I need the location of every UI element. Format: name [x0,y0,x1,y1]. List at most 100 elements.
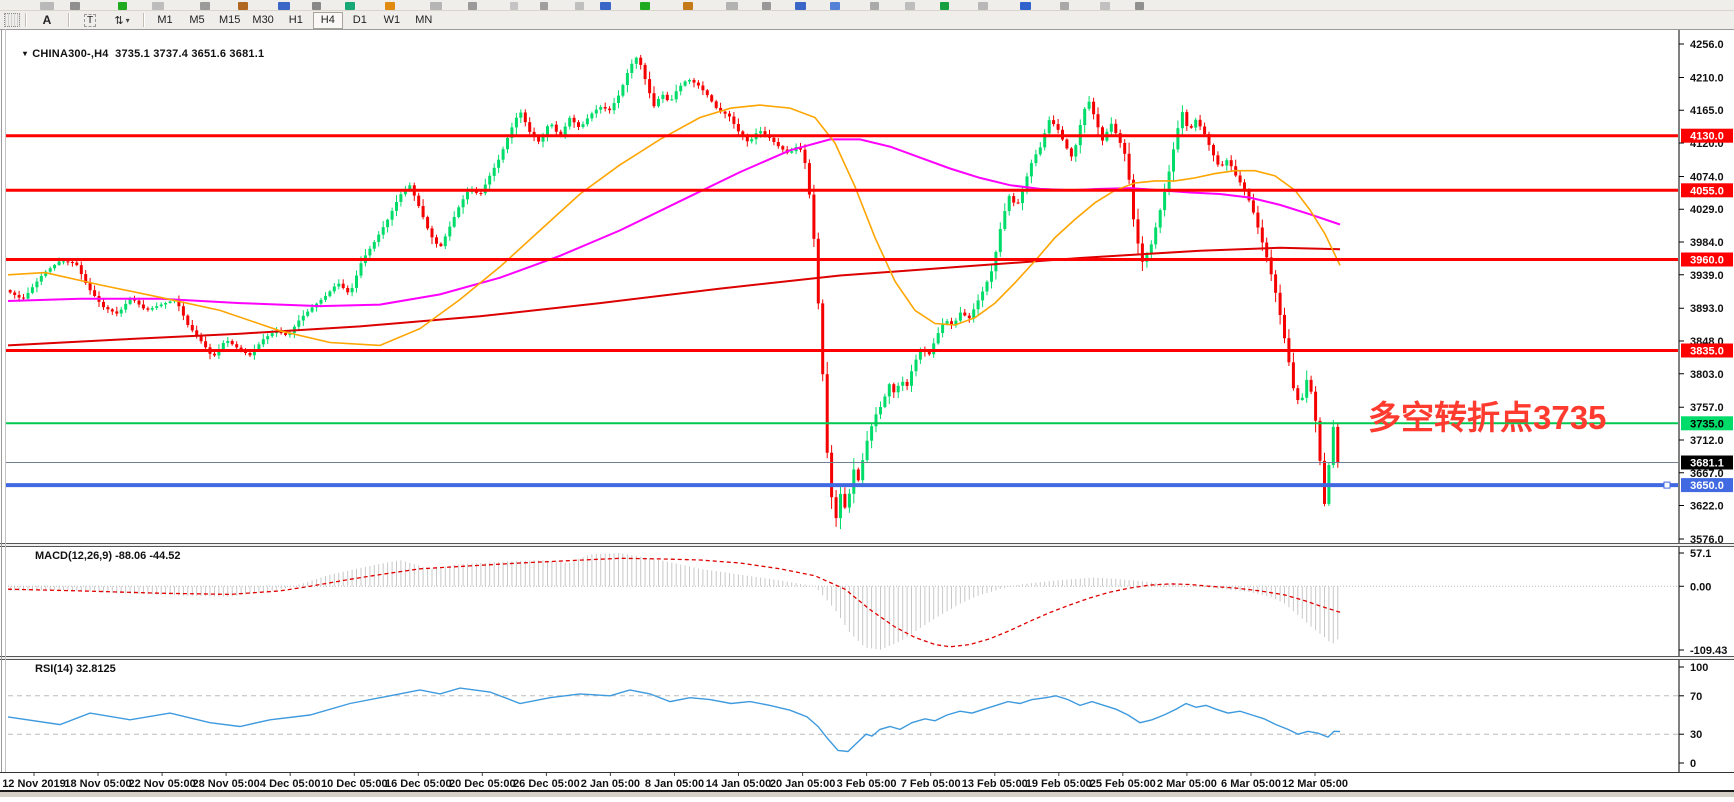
rsi-line [7,687,1341,753]
time-label: 10 Dec 05:00 [321,778,388,790]
axis-price-label-3835.0: 3835.0 [1681,343,1733,358]
svg-text:0.00: 0.00 [1690,581,1711,593]
clipped-icon [345,2,355,10]
time-label: 4 Dec 05:00 [260,778,321,790]
axis-price-label-3681.1: 3681.1 [1681,455,1733,470]
font-tool-button[interactable]: A [42,13,52,27]
time-label: 7 Feb 05:00 [901,778,961,790]
svg-text:4055.0: 4055.0 [1690,185,1724,197]
clipped-icon [70,2,80,10]
macd-histogram [9,553,1339,650]
time-label: 2 Jan 05:00 [581,778,640,790]
chart-window[interactable]: ▾ CHINA300-,H4 3735.1 3737.4 3651.6 3681.… [0,29,1734,797]
svg-text:3712.0: 3712.0 [1690,435,1724,447]
collapse-arrow-icon[interactable]: ▾ [23,49,28,58]
clipped-icon [600,2,611,10]
line-drag-handle[interactable] [1663,481,1671,489]
time-label: 22 Nov 05:00 [128,778,195,790]
clipped-icon [640,2,650,10]
clipped-icon [940,2,949,10]
svg-text:3893.0: 3893.0 [1690,303,1724,315]
svg-text:3939.0: 3939.0 [1690,270,1724,282]
svg-text:4029.0: 4029.0 [1690,204,1724,216]
svg-text:3735.0: 3735.0 [1690,418,1724,430]
svg-text:30: 30 [1690,729,1702,741]
clipped-icon [830,2,840,10]
svg-text:3960.0: 3960.0 [1690,255,1724,267]
clipped-icon [870,2,879,10]
macd-indicator-label: MACD(12,26,9) -88.06 -44.52 [35,550,181,562]
time-label: 2 Mar 05:00 [1157,778,1217,790]
ma-slow-red [7,246,1341,347]
candlesticks [8,54,1340,530]
svg-text:100: 100 [1690,662,1708,674]
clipped-icon [540,2,548,10]
timeframe-button-m1[interactable]: M1 [157,14,173,26]
svg-text:3650.0: 3650.0 [1690,480,1724,492]
timeframe-button-h4[interactable]: H4 [312,11,343,29]
clipped-icon [278,2,290,10]
svg-text:4256.0: 4256.0 [1690,39,1724,51]
time-label: 26 Dec 05:00 [513,778,580,790]
macd-signal [7,557,1341,648]
time-label: 25 Feb 05:00 [1090,778,1156,790]
text-tool-button[interactable]: T [75,12,105,29]
timeframe-button-h1[interactable]: H1 [288,14,303,26]
toolbar-separator [143,13,144,27]
toolbar-separator [68,13,69,27]
timeframe-button-mn[interactable]: MN [415,14,433,26]
rsi-panel [7,687,1678,753]
clipped-icon [683,2,693,10]
clipped-icon [1060,2,1069,10]
hline-3650.0[interactable] [6,481,1678,489]
clipped-icon [1020,2,1031,10]
timeframe-button-w1[interactable]: W1 [383,14,401,26]
time-label: 16 Dec 05:00 [385,778,452,790]
timeframe-button-m15[interactable]: M15 [219,14,241,26]
shapes-dropdown-button[interactable]: ⇅ ▾ [107,12,137,29]
axis-price-label-4055.0: 4055.0 [1681,183,1733,198]
clipped-icon [238,2,248,10]
svg-text:3803.0: 3803.0 [1690,369,1724,381]
timeframe-group: M1 M5 M15 M30 H1 H4 D1 W1 MN [149,11,440,29]
svg-text:4130.0: 4130.0 [1690,131,1724,143]
svg-text:3667.0: 3667.0 [1690,468,1724,480]
svg-text:4210.0: 4210.0 [1690,72,1724,84]
chevron-down-icon: ▾ [125,15,130,25]
time-label: 13 Feb 05:00 [962,778,1028,790]
axis-price-label-3735.0: 3735.0 [1681,416,1733,431]
clipped-icon [468,2,477,10]
svg-text:0: 0 [1690,758,1696,770]
chart-canvas[interactable]: 4256.04210.04165.04120.04074.04029.03984… [0,29,1734,797]
arrows-icon: ⇅ [114,14,124,27]
clipped-icon [762,2,771,10]
timeframe-button-d1[interactable]: D1 [352,14,367,26]
svg-text:70: 70 [1690,691,1702,703]
text-tool-icon: T [83,13,97,27]
clipped-icon [152,2,164,10]
chart-toolbar: A T ⇅ ▾ M1 M5 M15 M30 H1 H4 D1 W1 MN [0,11,1734,30]
clipped-icon [510,2,518,10]
svg-text:3984.0: 3984.0 [1690,237,1724,249]
clipped-icon [40,2,54,10]
toolbar-grip-icon[interactable] [4,13,20,27]
axis-price-label-4130.0: 4130.0 [1681,128,1733,143]
chart-text-annotation[interactable]: 多空转折点3735 [1368,399,1607,436]
time-label: 19 Feb 05:00 [1026,778,1092,790]
clipped-toolbar-row [0,0,1734,11]
clipped-icon [430,2,442,10]
toolbar-separator [25,13,26,27]
timeframe-button-m30[interactable]: M30 [252,14,274,26]
clipped-icon [978,2,988,10]
clipped-icon [726,2,738,10]
svg-text:3835.0: 3835.0 [1690,346,1724,358]
clipped-icon [200,2,210,10]
svg-text:4074.0: 4074.0 [1690,171,1724,183]
clipped-icon [575,2,584,10]
time-label: 28 Nov 05:00 [192,778,259,790]
timeframe-button-m5[interactable]: M5 [189,14,205,26]
svg-text:3681.1: 3681.1 [1690,458,1724,470]
clipped-icon [795,2,806,10]
time-label: 6 Mar 05:00 [1221,778,1281,790]
